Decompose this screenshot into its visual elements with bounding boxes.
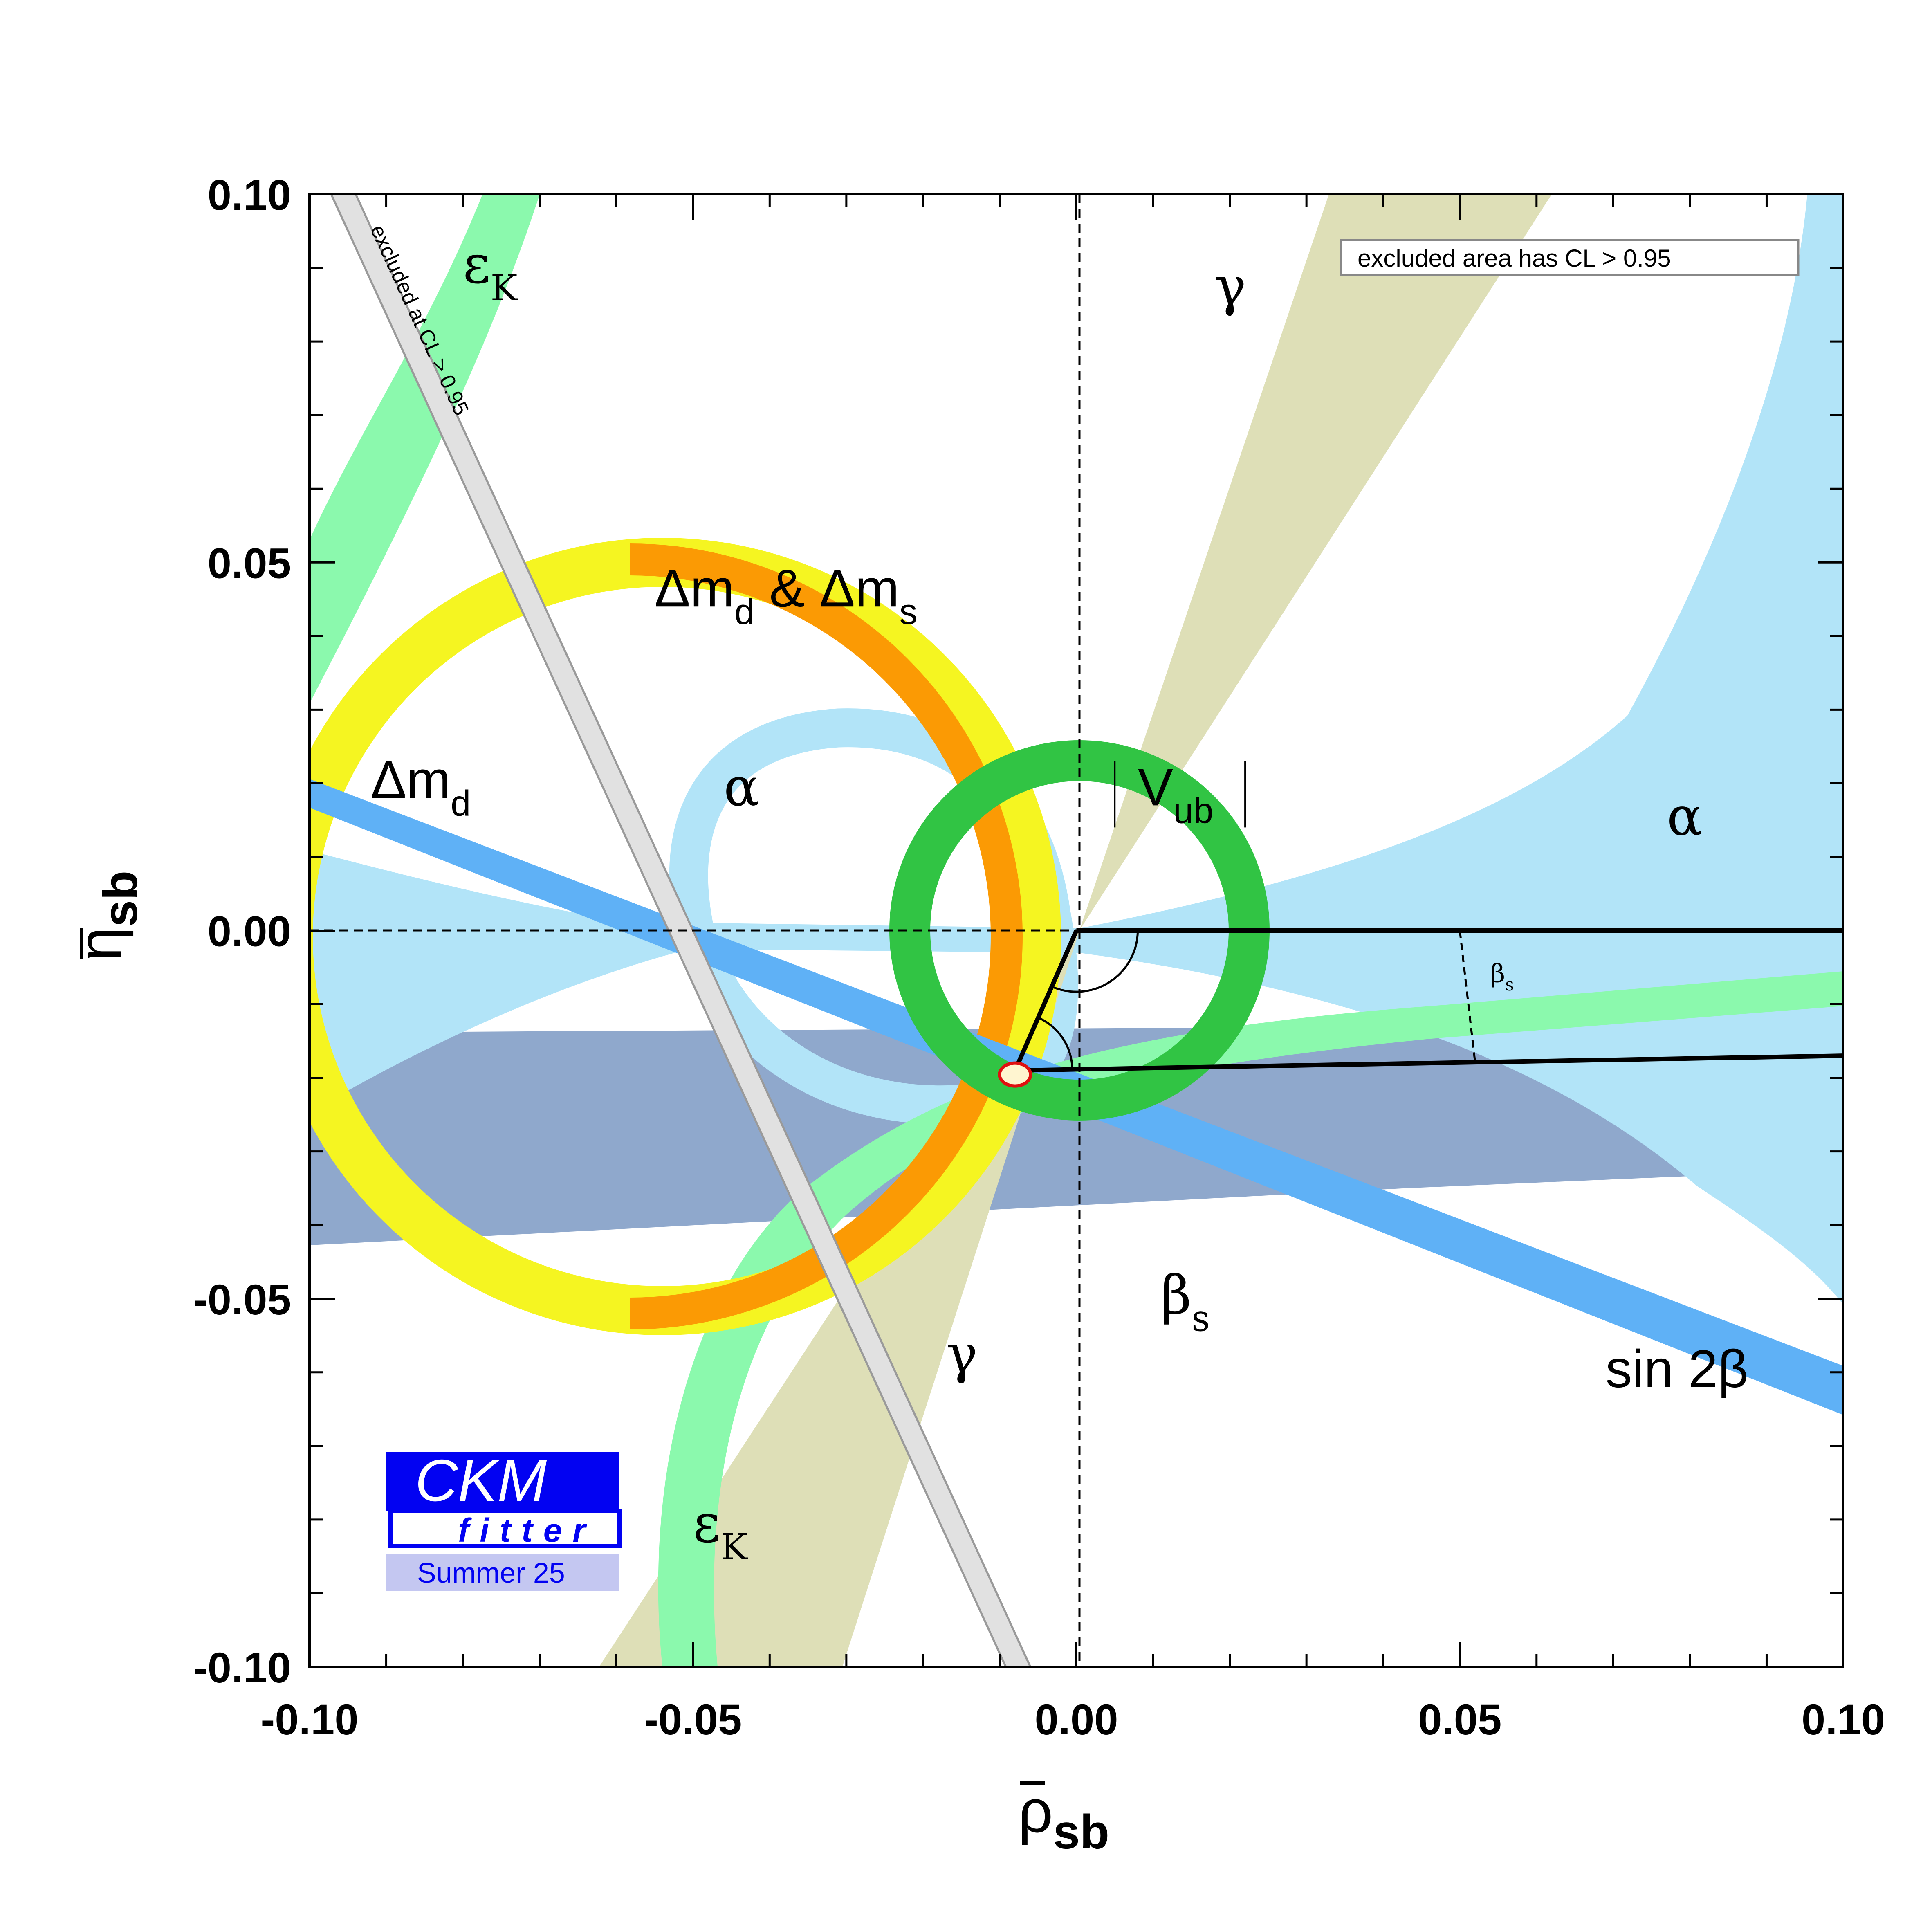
logo-top-bar [386, 1452, 619, 1511]
y-axis-title: ηsb [65, 871, 148, 961]
unitarity-triangle [998, 928, 1844, 1088]
logo-line3: Summer 25 [417, 1557, 565, 1589]
y-tick-label: -0.10 [193, 1644, 291, 1692]
dmd-dms-arc [629, 543, 1023, 1329]
band-label-main: Δm [371, 750, 451, 809]
band-label-vub: Vub [1138, 757, 1214, 831]
band-label-sub: K [720, 1526, 748, 1568]
betas-band [310, 1016, 1843, 1245]
band-label-sub: ub [1173, 790, 1213, 831]
epsk-band-top [310, 194, 540, 703]
band-label-extra-sub: s [899, 591, 917, 632]
band-label-sub: K [490, 267, 518, 309]
band-label-main: γ [1214, 255, 1246, 317]
legend-note-text: excluded area has CL > 0.95 [1358, 245, 1671, 272]
legend-note-box [1340, 239, 1800, 276]
y-tick-label: -0.05 [193, 1276, 291, 1324]
band-label-main: sin 2β [1606, 1339, 1748, 1399]
band-label-main: β [1490, 959, 1505, 988]
x-tick-label: 0.00 [1034, 1696, 1118, 1744]
plot-regions [310, 194, 1843, 1667]
band-label-alpha_left: α [724, 756, 760, 818]
betas-marker [1459, 930, 1476, 1063]
band-label-sub: s [1505, 975, 1514, 995]
x-tick-label: 0.10 [1802, 1696, 1885, 1744]
band-label-sin2beta: sin 2β [1606, 1339, 1748, 1399]
band-label-sub: d [451, 783, 471, 823]
logo-bottom-bar [386, 1554, 619, 1591]
y-tick-label: 0.00 [208, 908, 291, 956]
band-label-main: ε [693, 1492, 720, 1554]
band-label-alpha_right: α [1667, 785, 1703, 847]
triangle-bottom-side [1015, 1053, 1844, 1073]
band-label-main: α [1667, 785, 1703, 847]
x-axis-title-sub: sb [1053, 1805, 1109, 1859]
band-label-main: γ [946, 1323, 978, 1385]
band-label-main: α [724, 756, 760, 818]
band-label-betas: βs [1161, 1264, 1210, 1340]
alpha-band-right [1079, 194, 1843, 1305]
logo-middle-box [388, 1509, 622, 1548]
svg-text:ρsb: ρsb [1018, 1776, 1109, 1859]
band-label-gamma_top: γ [1214, 255, 1246, 317]
legend-note: excluded area has CL > 0.95 [1340, 239, 1800, 276]
band-label-sub: d [734, 591, 754, 632]
band-label-epsK_bottom: εK [693, 1492, 748, 1568]
x-tick-label: 0.05 [1418, 1696, 1501, 1744]
x-axis-title: ρsb [1018, 1776, 1109, 1859]
gamma-band [599, 194, 1552, 1667]
band-label-epsK_top: εK [463, 233, 518, 309]
triangle-left-side [1013, 930, 1079, 1071]
band-label-extra: & Δm [754, 558, 899, 618]
logo-line2: fitter [458, 1512, 596, 1549]
x-axis-title-main: ρ [1018, 1776, 1053, 1845]
band-label-sub: s [1192, 1298, 1210, 1340]
apex-marker [998, 1061, 1032, 1088]
band-label-main: Δm [655, 558, 734, 618]
band-label-main: ε [463, 233, 490, 295]
band-label-gamma_bottom: γ [946, 1323, 978, 1385]
y-axis-title-sub: sb [94, 871, 148, 927]
y-axis-title-main: η [65, 927, 134, 961]
angle-arc-apex [1037, 1016, 1073, 1070]
axis-ticks [308, 193, 1844, 1668]
x-tick-label: -0.10 [260, 1696, 358, 1744]
band-label-betas_small: βs [1490, 959, 1514, 995]
svg-text:ηsb: ηsb [65, 871, 148, 961]
band-label-main: V [1138, 757, 1174, 817]
band-label-dmd: Δmd [371, 750, 471, 823]
logo-line1: CKM [415, 1447, 547, 1514]
band-label-main: β [1161, 1264, 1192, 1326]
band-label-dmd_dms: Δmd & Δms [655, 558, 918, 632]
y-tick-label: 0.10 [208, 171, 291, 219]
x-tick-label: -0.05 [644, 1696, 742, 1744]
axis-tick-labels: -0.10 -0.05 0.00 0.05 0.10 -0.10 -0.05 0.00 0.05… [193, 171, 1885, 1744]
y-tick-label: 0.05 [208, 539, 291, 587]
ckmfitter-logo: CKM fitter Summer 25 [386, 1447, 622, 1591]
angle-arc-origin [1052, 930, 1139, 993]
